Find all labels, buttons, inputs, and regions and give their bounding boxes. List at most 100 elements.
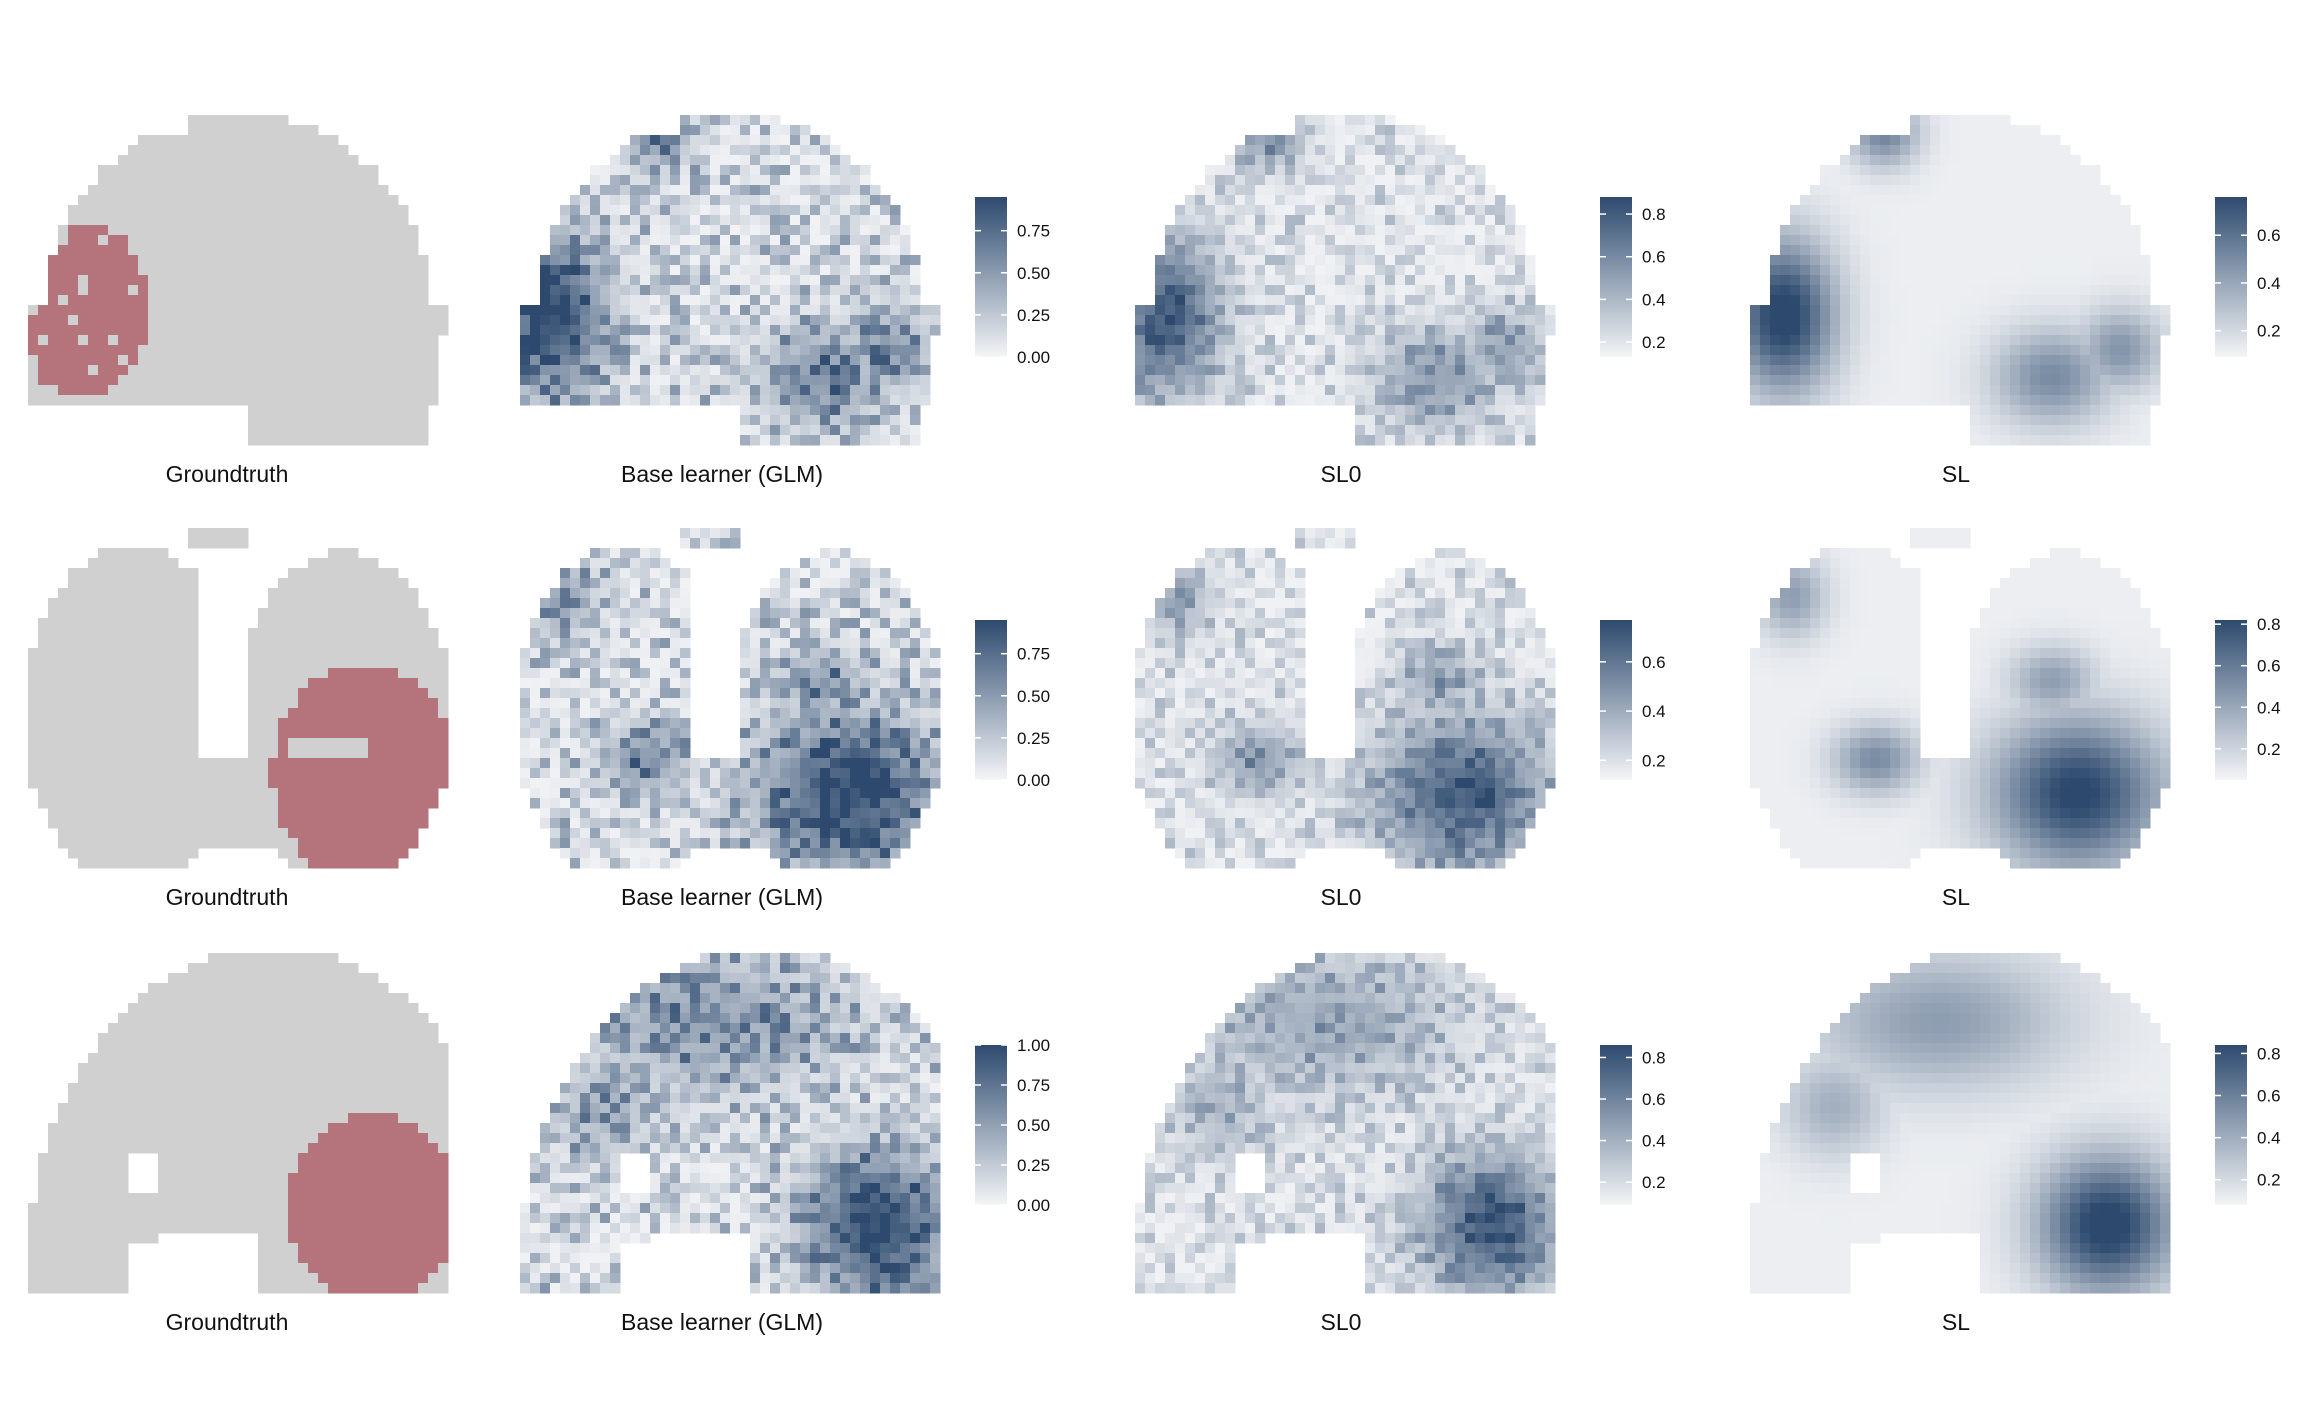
heatmap-cell	[1840, 295, 1851, 306]
heatmap-cell	[850, 235, 861, 246]
heatmap-cell	[298, 395, 309, 406]
heatmap-cell	[1195, 325, 1206, 336]
heatmap-cell	[328, 618, 339, 629]
heatmap-cell	[560, 265, 571, 276]
heatmap-cell	[2030, 425, 2041, 436]
heatmap-cell	[28, 375, 39, 386]
heatmap-cell	[168, 325, 179, 336]
heatmap-cell	[1485, 285, 1496, 296]
heatmap-cell	[88, 225, 99, 236]
heatmap-cell	[1910, 375, 1921, 386]
heatmap-cell	[1525, 295, 1536, 306]
heatmap-cell	[1900, 235, 1911, 246]
heatmap-cell	[2010, 305, 2021, 316]
heatmap-cell	[68, 325, 79, 336]
heatmap-cell	[368, 185, 379, 196]
heatmap-cell	[1495, 285, 1506, 296]
heatmap-cell	[640, 355, 651, 366]
heatmap-cell	[378, 415, 389, 426]
heatmap-cell	[730, 255, 741, 266]
heatmap-cell	[178, 395, 189, 406]
heatmap-cell	[1455, 295, 1466, 306]
heatmap-cell	[820, 355, 831, 366]
heatmap-cell	[1525, 415, 1536, 426]
heatmap-cell	[1860, 285, 1871, 296]
heatmap-cell	[610, 255, 621, 266]
heatmap-cell	[2050, 245, 2061, 256]
heatmap-cell	[680, 315, 691, 326]
heatmap-cell	[298, 245, 309, 256]
heatmap-cell	[680, 355, 691, 366]
heatmap-cell	[368, 285, 379, 296]
heatmap-cell	[1910, 385, 1921, 396]
heatmap-cell	[358, 215, 369, 226]
heatmap-cell	[308, 275, 319, 286]
heatmap-cell	[540, 265, 551, 276]
heatmap-cell	[278, 355, 289, 366]
heatmap-cell	[378, 225, 389, 236]
heatmap-cell	[118, 235, 129, 246]
heatmap-cell	[428, 708, 439, 719]
heatmap-cell	[1800, 395, 1811, 406]
heatmap-cell	[1445, 295, 1456, 306]
heatmap-cell	[780, 245, 791, 256]
heatmap-cell	[1435, 235, 1446, 246]
heatmap-cell	[640, 245, 651, 256]
heatmap-cell	[1515, 275, 1526, 286]
heatmap-cell	[218, 135, 229, 146]
heatmap-cell	[1425, 365, 1436, 376]
heatmap-cell	[2050, 205, 2061, 216]
heatmap-cell	[720, 295, 731, 306]
heatmap-cell	[188, 355, 199, 366]
heatmap-cell	[1515, 395, 1526, 406]
heatmap-cell	[840, 395, 851, 406]
heatmap-cell	[1375, 235, 1386, 246]
heatmap-cell	[388, 375, 399, 386]
heatmap-cell	[1345, 385, 1356, 396]
heatmap-cell	[188, 628, 199, 639]
heatmap-cell	[1365, 185, 1376, 196]
heatmap-cell	[1940, 165, 1951, 176]
heatmap-cell	[630, 395, 641, 406]
heatmap-cell	[650, 155, 661, 166]
heatmap-cell	[418, 618, 429, 629]
heatmap-cell	[530, 355, 541, 366]
heatmap-cell	[318, 748, 329, 759]
heatmap-cell	[1245, 385, 1256, 396]
heatmap-cell	[1950, 345, 1961, 356]
heatmap-cell	[288, 688, 299, 699]
heatmap-cell	[98, 688, 109, 699]
heatmap-cell	[298, 385, 309, 396]
heatmap-cell	[1840, 355, 1851, 366]
heatmap-cell	[1810, 315, 1821, 326]
heatmap-cell	[198, 225, 209, 236]
heatmap-cell	[1415, 365, 1426, 376]
heatmap-cell	[1375, 115, 1386, 126]
heatmap-cell	[1345, 175, 1356, 186]
heatmap-cell	[1525, 315, 1536, 326]
heatmap-cell	[358, 405, 369, 416]
heatmap-cell	[2090, 265, 2101, 276]
heatmap-cell	[840, 245, 851, 256]
heatmap-cell	[830, 385, 841, 396]
heatmap-cell	[1455, 315, 1466, 326]
heatmap-cell	[1910, 155, 1921, 166]
heatmap-cell	[610, 385, 621, 396]
heatmap-cell	[710, 255, 721, 266]
heatmap-cell	[690, 315, 701, 326]
heatmap-cell	[2110, 255, 2121, 266]
heatmap-cell	[1750, 355, 1761, 366]
heatmap-cell	[318, 698, 329, 709]
heatmap-cell	[408, 225, 419, 236]
heatmap-cell	[328, 678, 339, 689]
heatmap-cell	[218, 295, 229, 306]
heatmap-cell	[1275, 165, 1286, 176]
heatmap-cell	[318, 708, 329, 719]
heatmap-cell	[870, 205, 881, 216]
heatmap-cell	[720, 275, 731, 286]
heatmap-cell	[78, 355, 89, 366]
heatmap-cell	[278, 648, 289, 659]
heatmap-cell	[910, 295, 921, 306]
heatmap-cell	[2060, 275, 2071, 286]
heatmap-cell	[1325, 355, 1336, 366]
